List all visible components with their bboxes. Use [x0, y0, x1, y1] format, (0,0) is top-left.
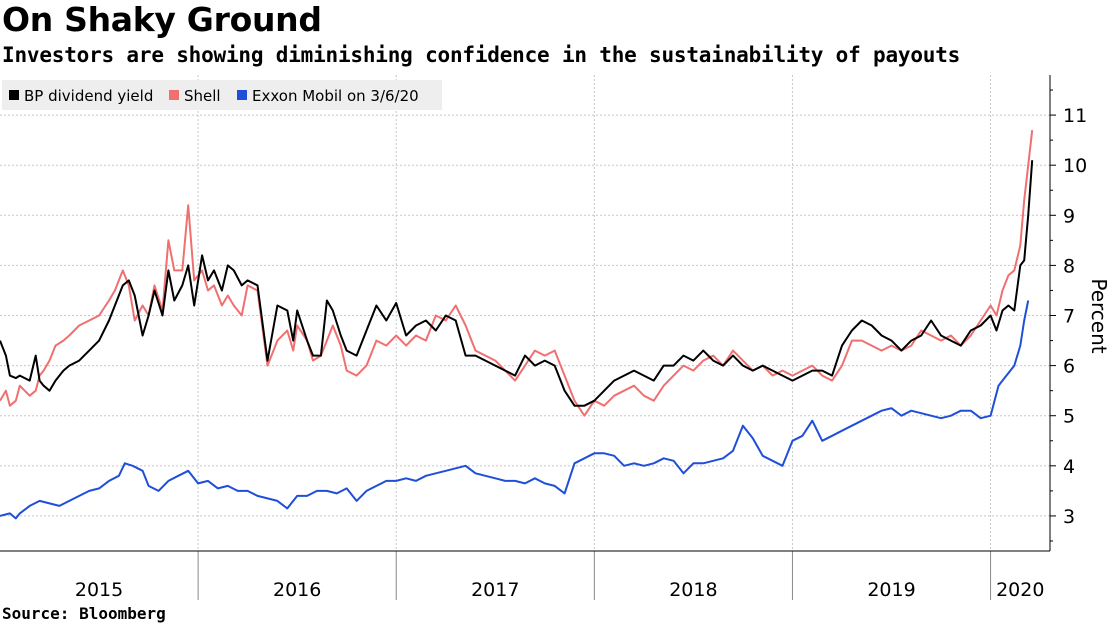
- x-tick-label-2017: 2017: [471, 579, 519, 601]
- legend-label-shell: Shell: [184, 87, 221, 105]
- grid-lines: [0, 75, 1050, 551]
- legend: BP dividend yield Shell Exxon Mobil on 3…: [2, 80, 442, 110]
- chart-subtitle: Investors are showing diminishing confid…: [2, 43, 961, 67]
- y-tick-label-8: 8: [1063, 255, 1075, 277]
- y-tick-label-11: 11: [1063, 105, 1087, 127]
- y-tick-label-9: 9: [1063, 205, 1075, 227]
- y-tick-label-3: 3: [1063, 506, 1075, 528]
- x-tick-label-2015: 2015: [75, 579, 123, 601]
- series-line-bp: [0, 160, 1034, 407]
- series-lines: [0, 129, 1034, 520]
- y-tick-label-10: 10: [1063, 155, 1087, 177]
- legend-label-bp: BP dividend yield: [24, 87, 153, 105]
- y-tick-label-5: 5: [1063, 406, 1075, 428]
- legend-background: [2, 80, 442, 110]
- series-line-exxon: [0, 300, 1030, 520]
- chart-title: On Shaky Ground: [2, 0, 322, 39]
- source-note: Source: Bloomberg: [2, 604, 166, 623]
- x-tick-label-2020: 2020: [996, 579, 1044, 601]
- legend-label-exxon: Exxon Mobil on 3/6/20: [252, 87, 419, 105]
- y-axis-label: Percent: [1087, 278, 1111, 353]
- y-tick-label-7: 7: [1063, 306, 1075, 328]
- x-tick-label-2016: 2016: [273, 579, 321, 601]
- y-tick-label-4: 4: [1063, 456, 1075, 478]
- legend-swatch-exxon: [237, 90, 247, 100]
- legend-swatch-shell: [169, 90, 179, 100]
- x-tick-label-2018: 2018: [669, 579, 717, 601]
- legend-swatch-bp: [9, 90, 19, 100]
- axes: 3 4 5 6 7 8 9 10 11 2015 2016 2017 2018 2019 2020: [0, 75, 1087, 601]
- x-tick-label-2019: 2019: [867, 579, 915, 601]
- y-tick-label-6: 6: [1063, 356, 1075, 378]
